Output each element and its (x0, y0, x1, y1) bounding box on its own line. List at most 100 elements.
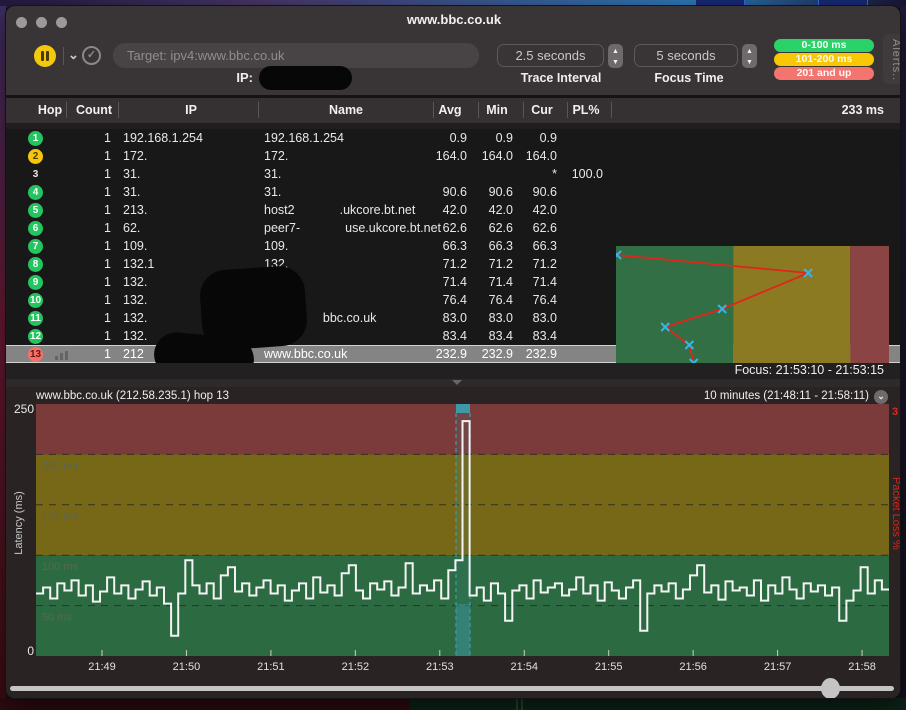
ip-cell: 31. (123, 185, 140, 199)
trace-interval-label: Trace Interval (491, 71, 631, 85)
col-name[interactable]: Name (266, 103, 426, 117)
latency-timeline-chart[interactable]: 200 ms150 ms100 ms50 ms (36, 404, 889, 656)
focus-strip: Focus: 21:53:10 - 21:53:15 (6, 363, 901, 379)
ip-cell: 62. (123, 221, 140, 235)
count-cell: 1 (66, 221, 111, 235)
min-cell: 232.9 (471, 347, 513, 361)
latency-scale-label: 233 ms (842, 103, 884, 117)
hop-row-3[interactable]: 3131.31.*100.0 (6, 165, 901, 183)
focus-range-label: Focus: 21:53:10 - 21:53:15 (735, 363, 884, 377)
legend-pill-2: 201 and up (774, 67, 874, 80)
cur-cell: 83.0 (515, 311, 557, 325)
timeline-range-dropdown-icon[interactable]: ⌄ (874, 390, 888, 404)
min-cell: 76.4 (471, 293, 513, 307)
min-cell: 0.9 (471, 131, 513, 145)
hop-status-badge: 6 (28, 221, 43, 236)
focus-time-select[interactable]: 5 seconds (634, 44, 738, 67)
min-cell: 164.0 (471, 149, 513, 163)
hop-row-2[interactable]: 21172.172.164.0164.0164.0 (6, 147, 901, 165)
min-cell: 66.3 (471, 239, 513, 253)
focus-time-stepper[interactable]: ▲▼ (742, 44, 757, 68)
chevron-down-icon[interactable]: ⌄ (68, 47, 79, 63)
avg-cell: 0.9 (381, 131, 467, 145)
hop-row-1[interactable]: 11192.168.1.254192.168.1.2540.90.90.9 (6, 129, 901, 147)
hop-status-badge: 11 (28, 311, 43, 326)
min-cell: 42.0 (471, 203, 513, 217)
splitter-handle-icon[interactable] (452, 380, 462, 385)
timeline-scrollbar-track[interactable] (10, 686, 894, 691)
timeline-panel: www.bbc.co.uk (212.58.235.1) hop 13 10 m… (6, 387, 901, 699)
ip-cell: 212 (123, 347, 144, 361)
target-input[interactable]: Target: ipv4:www.bbc.co.uk (113, 43, 479, 68)
cur-cell: 83.4 (515, 329, 557, 343)
cur-cell: 164.0 (515, 149, 557, 163)
trace-interval-select[interactable]: 2.5 seconds (497, 44, 604, 67)
pl-cell: 100.0 (559, 167, 603, 181)
hop-row-5[interactable]: 51213.host2.ukcore.bt.net42.042.042.0 (6, 201, 901, 219)
ip-cell: 31. (123, 167, 140, 181)
ip-cell: 132. (123, 311, 147, 325)
col-cur[interactable]: Cur (520, 103, 564, 117)
col-avg[interactable]: Avg (424, 103, 476, 117)
min-cell: 83.4 (471, 329, 513, 343)
titlebar[interactable]: www.bbc.co.uk (6, 6, 901, 34)
cur-cell: 42.0 (515, 203, 557, 217)
cur-cell: 62.6 (515, 221, 557, 235)
window-title: www.bbc.co.uk (6, 12, 901, 27)
hop-status-badge: 9 (28, 275, 43, 290)
ip-cell: 132. (123, 329, 147, 343)
avg-cell: 83.0 (381, 311, 467, 325)
hop-status-badge: 2 (28, 149, 43, 164)
x-axis-tick-label: 21:56 (668, 661, 718, 673)
cur-cell: 232.9 (515, 347, 557, 361)
avg-cell: 62.6 (381, 221, 467, 235)
hop-status-badge: 7 (28, 239, 43, 254)
toolbar-divider (63, 47, 64, 65)
count-cell: 1 (66, 293, 111, 307)
hop-row-6[interactable]: 6162.peer7-use.ukcore.bt.net62.662.662.6 (6, 219, 901, 237)
avg-cell: 71.4 (381, 275, 467, 289)
col-count[interactable]: Count (72, 103, 116, 117)
y-axis-max-label: 250 (8, 402, 34, 416)
name-cell: 31. (264, 167, 281, 181)
timeline-title: www.bbc.co.uk (212.58.235.1) hop 13 (36, 390, 229, 402)
name-cell: 192.168.1.254 (264, 131, 344, 145)
count-cell: 1 (66, 239, 111, 253)
count-cell: 1 (66, 185, 111, 199)
min-cell: 90.6 (471, 185, 513, 199)
svg-text:100 ms: 100 ms (42, 561, 79, 573)
confirm-target-button[interactable]: ✓ (82, 46, 101, 65)
loss-axis-title: Packet Loss % (890, 477, 901, 550)
cur-cell: 76.4 (515, 293, 557, 307)
col-pl[interactable]: PL% (564, 103, 608, 117)
avg-cell: 66.3 (381, 239, 467, 253)
ip-cell: 132.1 (123, 257, 154, 271)
pause-icon (46, 51, 49, 61)
ip-cell: 213. (123, 203, 147, 217)
name-cell: 172. (264, 149, 288, 163)
x-axis-tick-label: 21:54 (499, 661, 549, 673)
avg-cell: 83.4 (381, 329, 467, 343)
x-axis-tick-label: 21:52 (330, 661, 380, 673)
col-hop[interactable]: Hop (30, 103, 70, 117)
col-ip[interactable]: IP (126, 103, 256, 117)
hop-row-4[interactable]: 4131.31.90.690.690.6 (6, 183, 901, 201)
cur-cell: 0.9 (515, 131, 557, 145)
alerts-tab[interactable]: Alerts.. (883, 34, 901, 84)
svg-text:200 ms: 200 ms (42, 460, 79, 472)
x-axis-tick-label: 21:51 (246, 661, 296, 673)
min-cell: 62.6 (471, 221, 513, 235)
svg-text:150 ms: 150 ms (42, 511, 79, 523)
timeline-scrollbar-thumb[interactable] (821, 678, 840, 699)
app-window: www.bbc.co.uk ⌄ ✓ Target: ipv4:www.bbc.c… (5, 5, 901, 699)
pause-button[interactable] (34, 45, 56, 67)
col-min[interactable]: Min (475, 103, 519, 117)
desktop-background (410, 698, 906, 710)
cur-cell: * (515, 167, 557, 181)
avg-cell: 71.2 (381, 257, 467, 271)
hop-latency-graph[interactable] (616, 246, 889, 379)
x-axis-tick-label: 21:50 (161, 661, 211, 673)
cur-cell: 90.6 (515, 185, 557, 199)
count-cell: 1 (66, 131, 111, 145)
trace-interval-stepper[interactable]: ▲▼ (608, 44, 623, 68)
